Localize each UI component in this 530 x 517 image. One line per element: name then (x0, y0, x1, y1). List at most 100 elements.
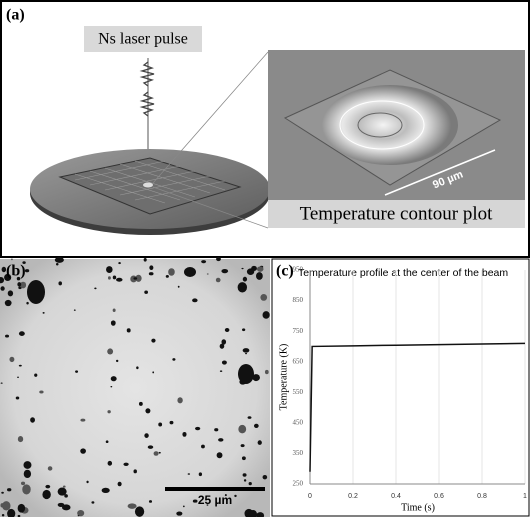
y-tick-label: 250 (293, 480, 304, 488)
particle (152, 371, 154, 373)
particle (251, 266, 257, 271)
scale-bar (165, 487, 265, 491)
particle (128, 503, 137, 508)
particle (111, 376, 117, 381)
particle (74, 309, 76, 311)
x-tick-label: 1 (523, 493, 527, 500)
particle (45, 485, 50, 488)
particle (137, 513, 140, 516)
particle (1, 382, 3, 383)
particle (113, 308, 116, 312)
particle (5, 335, 9, 338)
panel-b (0, 257, 270, 517)
particle (195, 427, 200, 430)
particle (19, 331, 25, 336)
particle (260, 294, 267, 301)
particle (222, 361, 227, 365)
particle (242, 456, 246, 460)
particle (102, 488, 110, 493)
particle (133, 469, 136, 473)
particle (2, 501, 10, 510)
particle (30, 417, 35, 422)
particle (21, 482, 25, 485)
particle (80, 448, 86, 453)
particle (24, 470, 31, 478)
particle (265, 370, 269, 374)
particle (56, 263, 59, 265)
particle (216, 257, 221, 261)
panel-label: (c) (276, 263, 294, 280)
particle (43, 312, 45, 314)
particle (144, 258, 147, 262)
particle (243, 348, 250, 353)
particle (55, 257, 64, 263)
particle (234, 495, 236, 497)
particle (201, 445, 205, 449)
y-tick-label: 550 (293, 388, 304, 396)
particle (16, 397, 20, 400)
particle (263, 311, 270, 319)
particle (108, 276, 111, 279)
particle (2, 514, 5, 516)
particle (216, 278, 221, 283)
particle (183, 505, 185, 507)
panel-label: (a) (6, 7, 25, 24)
particle (220, 370, 223, 372)
particle (58, 281, 62, 285)
particle (188, 473, 191, 475)
y-tick-label: 450 (293, 418, 304, 426)
particle (42, 490, 50, 499)
particle (111, 320, 116, 325)
particle (241, 444, 245, 447)
particle (8, 290, 13, 296)
panel-c: (c) Temperature profile at the center of… (272, 259, 529, 516)
y-tick-label: 650 (293, 357, 304, 365)
particle (149, 265, 153, 270)
particle (225, 328, 230, 332)
particle (201, 260, 206, 263)
particle (151, 339, 155, 343)
beam-spot (143, 183, 153, 188)
page: {"panels": { "a": {"label": "(a)", "puls… (0, 0, 530, 517)
panel-a: (a) Ns laser pulse 90 µm Temperature con… (1, 1, 529, 257)
particle (263, 475, 268, 479)
particle (238, 364, 254, 384)
particle (118, 482, 122, 487)
particle (199, 472, 202, 476)
particle (217, 452, 223, 458)
particle (26, 302, 28, 305)
particle (158, 423, 162, 427)
particle (243, 277, 247, 282)
particle (127, 328, 131, 332)
figure: (a) Ns laser pulse 90 µm Temperature con… (0, 0, 530, 517)
x-axis-label: Time (s) (401, 502, 435, 513)
particle (17, 377, 19, 378)
x-tick-label: 0.6 (434, 493, 444, 500)
particle (184, 267, 196, 277)
particle (221, 339, 226, 344)
x-tick-label: 0.8 (477, 493, 487, 500)
particle (145, 408, 150, 413)
panel-label: (b) (6, 263, 26, 280)
particle (168, 268, 175, 275)
particle (139, 402, 143, 406)
particle (218, 438, 223, 442)
particle (22, 484, 30, 494)
particle (39, 391, 43, 394)
particle (80, 419, 85, 422)
particle (106, 266, 113, 273)
particle (177, 397, 182, 403)
particle (17, 282, 21, 286)
particle (182, 432, 186, 437)
particle (178, 286, 180, 288)
particle (244, 479, 246, 482)
x-tick-label: 0 (308, 493, 312, 500)
particle (7, 488, 11, 491)
particle (107, 410, 110, 413)
particle (166, 275, 169, 278)
particle (116, 278, 122, 282)
particle (193, 499, 198, 502)
particle (110, 386, 112, 387)
particle (207, 273, 209, 274)
particle (94, 288, 96, 290)
